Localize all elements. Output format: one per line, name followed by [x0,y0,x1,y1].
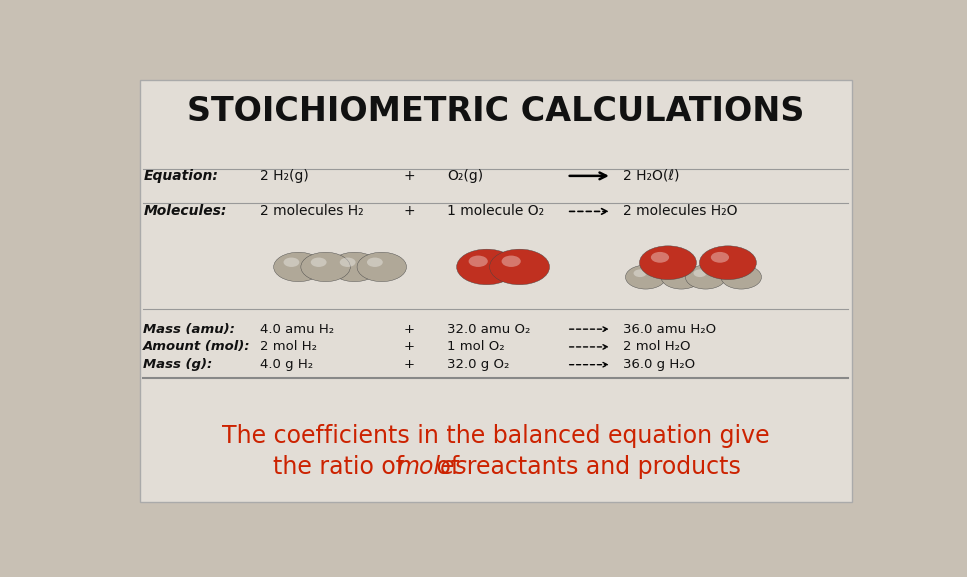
Text: Amount (mol):: Amount (mol): [143,340,250,354]
Text: 4.0 amu H₂: 4.0 amu H₂ [259,323,334,336]
Text: +: + [403,169,415,183]
Circle shape [651,252,669,263]
Text: +: + [404,323,415,336]
Text: +: + [404,340,415,354]
Circle shape [721,265,761,289]
Text: 2 H₂(g): 2 H₂(g) [259,169,308,183]
Text: Mass (amu):: Mass (amu): [143,323,235,336]
Circle shape [699,246,756,280]
Circle shape [693,269,707,277]
Circle shape [469,256,487,267]
Circle shape [330,252,379,282]
Text: 32.0 g O₂: 32.0 g O₂ [447,358,510,371]
Text: STOICHIOMETRIC CALCULATIONS: STOICHIOMETRIC CALCULATIONS [187,95,805,128]
Circle shape [686,265,726,289]
Circle shape [274,252,323,282]
Circle shape [729,269,742,277]
Circle shape [357,252,406,282]
Circle shape [669,269,682,277]
Circle shape [301,252,350,282]
Circle shape [502,256,521,267]
Text: 2 H₂O(ℓ): 2 H₂O(ℓ) [623,169,680,183]
Circle shape [456,249,516,284]
Circle shape [489,249,549,284]
Circle shape [283,257,300,267]
Circle shape [366,257,383,267]
Text: 2 mol H₂: 2 mol H₂ [259,340,316,354]
Circle shape [711,252,729,263]
FancyBboxPatch shape [139,80,852,503]
Text: Mass (g):: Mass (g): [143,358,213,371]
Text: moles: moles [396,455,467,479]
Text: The coefficients in the balanced equation give: The coefficients in the balanced equatio… [221,424,770,448]
Circle shape [639,246,696,280]
Text: Molecules:: Molecules: [143,204,226,219]
Text: 32.0 amu O₂: 32.0 amu O₂ [447,323,530,336]
Circle shape [633,269,647,277]
Text: O₂(g): O₂(g) [447,169,483,183]
Text: of reactants and products: of reactants and products [428,455,741,479]
Text: 4.0 g H₂: 4.0 g H₂ [259,358,312,371]
Circle shape [310,257,327,267]
Text: 2 molecules H₂: 2 molecules H₂ [259,204,364,219]
Text: the ratio of: the ratio of [273,455,412,479]
Circle shape [626,265,666,289]
Text: 2 mol H₂O: 2 mol H₂O [623,340,690,354]
Text: +: + [403,204,415,219]
Text: 1 mol O₂: 1 mol O₂ [447,340,505,354]
Circle shape [661,265,701,289]
Text: 36.0 amu H₂O: 36.0 amu H₂O [623,323,717,336]
Text: +: + [404,358,415,371]
Circle shape [339,257,356,267]
Text: the ratio of moles of reactants and products: the ratio of moles of reactants and prod… [235,455,756,479]
Text: 2 molecules H₂O: 2 molecules H₂O [623,204,738,219]
Text: 1 molecule O₂: 1 molecule O₂ [447,204,544,219]
Text: Equation:: Equation: [143,169,219,183]
Text: 36.0 g H₂O: 36.0 g H₂O [623,358,695,371]
